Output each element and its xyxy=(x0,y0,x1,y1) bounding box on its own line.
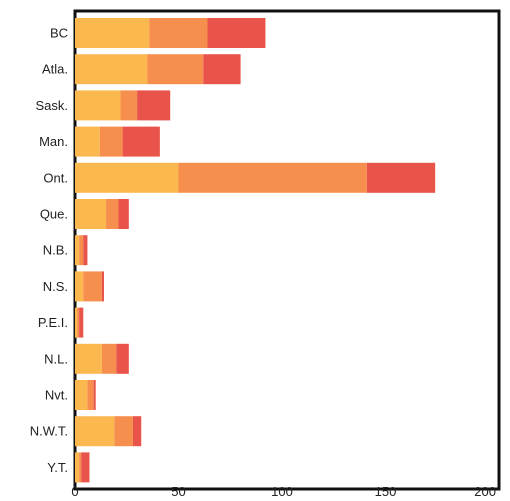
category-label: Y.T. xyxy=(47,460,68,475)
bar-segment xyxy=(132,416,142,447)
bar-segment xyxy=(75,307,78,338)
category-label: Ont. xyxy=(43,170,68,185)
bar-segment xyxy=(149,18,208,48)
bar-segment xyxy=(203,54,241,85)
bar-segment xyxy=(79,307,84,338)
bar-segment xyxy=(147,54,204,85)
bar-segment xyxy=(207,18,266,48)
category-label: N.S. xyxy=(43,279,68,294)
bar-segment xyxy=(120,90,138,121)
x-tick-label: 200 xyxy=(474,484,496,499)
bar-segment xyxy=(75,416,115,447)
bar-segment xyxy=(122,126,160,157)
bar-segment xyxy=(366,162,436,193)
category-label: Nvt. xyxy=(45,388,68,403)
category-label: N.W.T. xyxy=(30,424,68,439)
bar-segment xyxy=(83,235,88,266)
bar-segment xyxy=(81,452,90,483)
bars-layer xyxy=(75,18,436,483)
bar-segment xyxy=(75,343,102,374)
bar-segment xyxy=(116,343,129,374)
bar-segment xyxy=(75,235,80,266)
bar-segment xyxy=(79,452,82,483)
category-label: Man. xyxy=(39,134,68,149)
category-label: N.B. xyxy=(43,243,68,258)
category-label: P.E.I. xyxy=(38,315,68,330)
bar-segment xyxy=(75,380,88,410)
bar-segment xyxy=(106,199,119,229)
bar-segment xyxy=(99,126,123,157)
bar-segment xyxy=(87,380,94,410)
bar-segment xyxy=(178,162,367,193)
bar-segment xyxy=(101,271,104,302)
bar-segment xyxy=(114,416,133,447)
bar-segment xyxy=(79,235,84,266)
bar-segment xyxy=(75,199,107,229)
x-tick-label: 50 xyxy=(171,484,185,499)
x-tick-label: 100 xyxy=(271,484,293,499)
bar-segment xyxy=(83,271,102,302)
bar-segment xyxy=(101,343,117,374)
x-tick-label: 0 xyxy=(71,484,78,499)
bar-segment xyxy=(118,199,129,229)
category-label: Sask. xyxy=(35,98,68,113)
x-tick-label: 150 xyxy=(375,484,397,499)
category-label: BC xyxy=(50,26,68,41)
category-label: N.L. xyxy=(44,351,68,366)
bar-segment xyxy=(75,452,80,483)
bar-segment xyxy=(75,18,150,48)
bar-segment xyxy=(93,380,96,410)
bar-segment xyxy=(75,271,84,302)
category-label: Atla. xyxy=(42,62,68,77)
x-axis-ticks: 0 50 100 150 200 xyxy=(71,484,496,499)
category-labels: BC Atla. Sask. Man. Ont. Que. N.B. N.S. P.E.I. N.… xyxy=(30,26,68,475)
category-label: Que. xyxy=(40,207,68,222)
bar-segment xyxy=(75,54,148,85)
bar-segment xyxy=(75,126,100,157)
bar-segment xyxy=(75,90,121,121)
bar-segment xyxy=(137,90,171,121)
bar-segment xyxy=(77,307,80,338)
bar-segment xyxy=(75,162,179,193)
